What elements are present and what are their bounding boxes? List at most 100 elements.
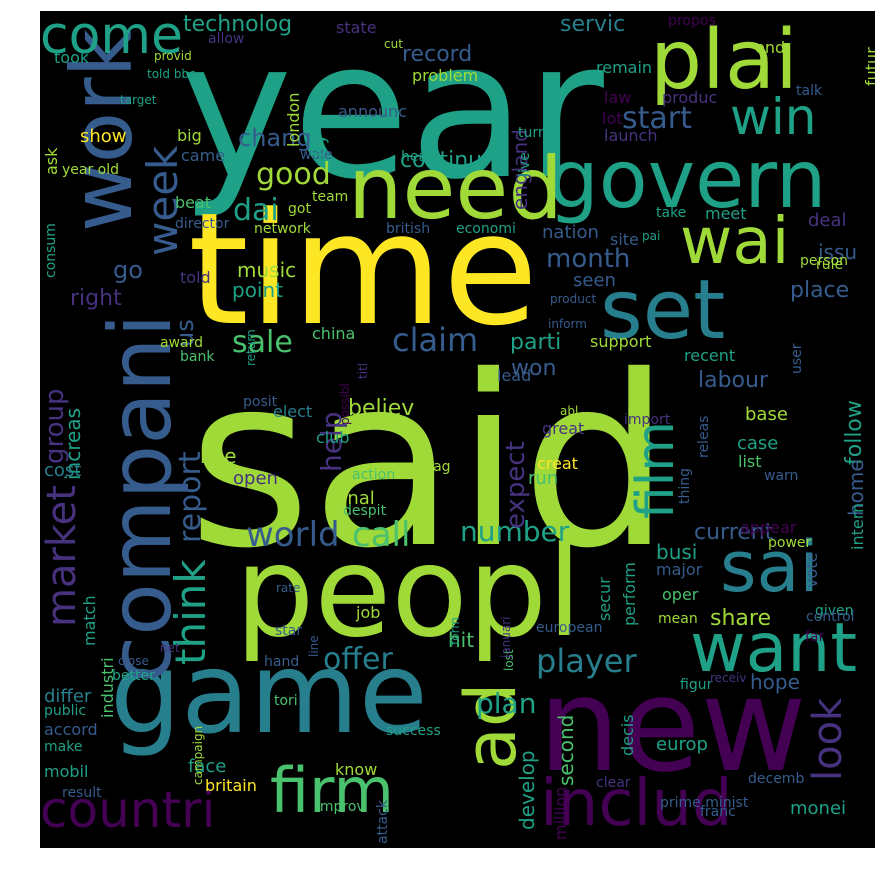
word-europ: europ <box>656 734 708 755</box>
word-accord: accord <box>44 720 98 739</box>
word-pai: pai <box>642 229 661 243</box>
word-public: public <box>44 703 87 719</box>
word-call: call <box>352 515 411 555</box>
word-win: win <box>730 88 817 146</box>
word-china: china <box>312 324 356 343</box>
word-right: right <box>70 286 122 311</box>
word-labour: labour <box>698 368 769 393</box>
word-firm: firm <box>270 754 394 827</box>
word-govern: govern <box>548 133 827 226</box>
word-british: british <box>386 221 431 237</box>
word-support: support <box>590 332 652 351</box>
word-improv: improv <box>316 799 365 815</box>
word-warn: warn <box>764 468 799 484</box>
word-line: line <box>307 635 321 658</box>
word-decis: decis <box>618 714 637 756</box>
word-start: start <box>622 101 692 136</box>
word-technolog: technolog <box>183 12 293 37</box>
word-propos: propos <box>668 13 716 29</box>
word-try: try <box>310 135 329 158</box>
word-face: face <box>188 756 227 777</box>
word-action: action <box>352 467 396 483</box>
word-end: end <box>755 38 786 57</box>
word-hope: hope <box>750 670 800 694</box>
word-problem: problem <box>412 66 479 85</box>
word-rate: rate <box>276 581 301 595</box>
word-market: market <box>40 484 85 627</box>
word-told-bbc: told bbc <box>147 67 196 81</box>
word-hand: hand <box>264 654 300 670</box>
word-head: head <box>401 149 436 165</box>
word-chang: chang <box>238 124 312 152</box>
word-team: team <box>312 189 349 205</box>
word-network: network <box>254 221 311 237</box>
word-wale: wale <box>300 147 333 163</box>
word-award: award <box>160 335 204 351</box>
word-person: person <box>800 253 848 269</box>
word-won: won <box>511 356 557 381</box>
word-plan: plan <box>476 687 537 720</box>
word-cut: cut <box>384 37 403 51</box>
word-hit: hit <box>448 628 475 652</box>
word-develop: develop <box>515 750 539 830</box>
word-director: director <box>175 216 230 232</box>
word-secur: secur <box>595 576 614 621</box>
word-turn: turn <box>518 125 547 141</box>
word-european: european <box>536 620 603 636</box>
word-nation: nation <box>542 222 599 243</box>
word-possibl: possibl <box>338 383 352 425</box>
word-cloud: said year time peopl game new compani work gover… <box>40 11 875 848</box>
word-world: world <box>246 515 340 555</box>
word-million: million <box>551 786 570 840</box>
word-look: look <box>805 697 851 782</box>
word-open: open <box>233 468 278 489</box>
word-close: close <box>118 654 149 668</box>
word-attack: attack <box>375 799 391 844</box>
word-januari: januari <box>499 616 513 658</box>
word-industri: industri <box>98 657 117 718</box>
word-star: star <box>275 623 303 639</box>
word-go: go <box>113 256 143 284</box>
word-inform: inform <box>548 317 587 331</box>
word-differ: differ <box>44 686 92 707</box>
word-point: point <box>232 278 284 302</box>
word-list: list <box>738 452 762 471</box>
word-set: set <box>600 263 726 358</box>
word-control: control <box>806 609 855 625</box>
word-receiv: receiv <box>710 671 747 685</box>
word-final: final <box>336 488 375 509</box>
word-came: came <box>181 146 226 165</box>
word-come: come <box>40 11 184 66</box>
word-major: major <box>656 560 703 579</box>
word-countri: countri <box>40 781 216 839</box>
word-need: need <box>348 139 563 239</box>
word-allow: allow <box>208 31 245 47</box>
word-follow: follow <box>842 400 867 466</box>
word-record: record <box>402 42 473 67</box>
word-ask: ask <box>42 147 61 176</box>
word-job: job <box>356 603 381 622</box>
word-want: want <box>690 609 858 688</box>
word-got: got <box>288 201 311 217</box>
word-took: took <box>54 48 90 67</box>
word-plai: plai <box>650 13 798 108</box>
word-run: run <box>528 468 559 489</box>
word-club: club <box>316 428 350 447</box>
word-second: second <box>554 715 578 787</box>
word-better: better <box>112 668 155 684</box>
word-form: form <box>448 617 462 646</box>
word-time: time <box>188 179 539 360</box>
word-show: show <box>80 126 127 147</box>
word-bank: bank <box>180 349 215 365</box>
word-futur: futur <box>862 46 875 86</box>
word-make: make <box>44 739 83 755</box>
word-abl: abl <box>560 404 579 418</box>
word-offer: offer <box>323 642 393 677</box>
word-consum: consum <box>43 222 59 278</box>
word-import: import <box>624 412 671 428</box>
word-film: film <box>626 420 686 519</box>
word-live: live <box>517 152 533 177</box>
word-music: music <box>237 258 297 282</box>
word-expect: expect <box>501 440 531 529</box>
word-sai: sai <box>720 526 819 608</box>
